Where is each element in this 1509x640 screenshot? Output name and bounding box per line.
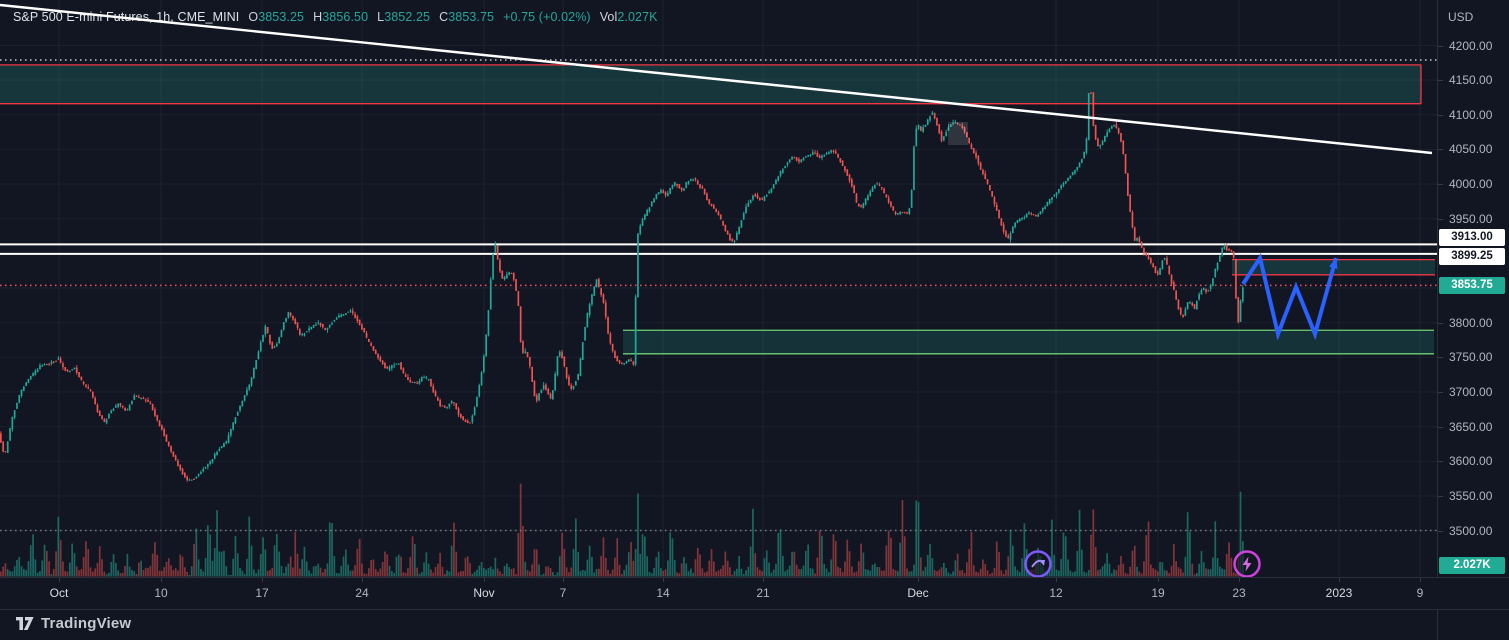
price-axis-label: 3550.00	[1449, 488, 1493, 503]
arrow-marker-icon[interactable]	[1024, 550, 1052, 577]
price-axis-label: 4050.00	[1449, 142, 1493, 157]
price-axis-label: 4150.00	[1449, 73, 1493, 88]
demand-zone	[623, 330, 1434, 354]
time-axis-label: 24	[355, 586, 369, 600]
price-axis-label: 3650.00	[1449, 419, 1493, 434]
price-axis-tick	[1438, 114, 1443, 116]
bolt-marker-icon[interactable]	[1233, 550, 1261, 577]
time-axis-label: 10	[154, 586, 168, 600]
supply-zone	[0, 64, 1421, 104]
bottom-bar: TradingView	[0, 609, 1509, 640]
price-axis-badge: 2.027K	[1439, 557, 1505, 574]
currency-label: USD	[1448, 10, 1474, 24]
time-axis-label: Dec	[907, 586, 929, 600]
open-value: 3853.25	[258, 10, 305, 24]
price-axis-tick	[1438, 357, 1443, 359]
price-axis-tick	[1438, 322, 1443, 324]
low-label: L	[377, 10, 385, 24]
time-axis-tick	[59, 578, 60, 582]
price-axis-label: 4100.00	[1449, 107, 1493, 122]
highlight-box-drawing[interactable]	[948, 122, 968, 145]
price-axis-label: 3700.00	[1449, 384, 1493, 399]
time-axis-tick	[663, 578, 664, 582]
price-axis-badge: 3853.75	[1439, 277, 1505, 294]
supply-demand-zones[interactable]	[0, 64, 1435, 355]
price-axis-tick	[1438, 426, 1443, 428]
time-axis-tick	[1239, 578, 1240, 582]
tradingview-logo-text: TradingView	[41, 615, 132, 632]
price-axis-tick	[1438, 149, 1443, 151]
price-axis-label: 3750.00	[1449, 350, 1493, 365]
high-value: 3856.50	[322, 10, 369, 24]
low-value: 3852.25	[384, 10, 431, 24]
price-axis-label: 3950.00	[1449, 211, 1493, 226]
time-axis-label: 9	[1416, 586, 1424, 600]
close-value: 3853.75	[448, 10, 495, 24]
time-axis-tick	[1420, 578, 1421, 582]
price-axis-label: 4000.00	[1449, 177, 1493, 192]
time-axis-label: 12	[1049, 586, 1063, 600]
price-axis-label: 3800.00	[1449, 315, 1493, 330]
time-axis-label: 19	[1151, 586, 1165, 600]
volume-label: Vol	[599, 10, 618, 24]
grid-lines	[0, 0, 1437, 577]
time-axis-label: 7	[559, 586, 567, 600]
price-axis-label: 3500.00	[1449, 523, 1493, 538]
price-axis-tick	[1438, 461, 1443, 463]
price-axis-label: 3600.00	[1449, 454, 1493, 469]
price-axis-badge: 3899.25	[1439, 248, 1505, 265]
zigzag-arrowhead	[1329, 258, 1338, 269]
time-axis-tick	[262, 578, 263, 582]
tradingview-logo[interactable]: TradingView	[16, 615, 131, 632]
price-chart-pane[interactable]	[0, 0, 1437, 577]
price-axis-tick	[1438, 218, 1443, 220]
price-axis[interactable]: USD 4200.00 4150.00 4100.00 4050.00 4000.00 3…	[1437, 0, 1509, 640]
time-axis-tick	[918, 578, 919, 582]
tradingview-logo-icon	[16, 616, 34, 630]
close-label: C	[439, 10, 449, 24]
time-axis-tick	[1339, 578, 1340, 582]
time-axis-label: 14	[656, 586, 670, 600]
time-axis-tick	[362, 578, 363, 582]
volume-bars	[0, 483, 1244, 577]
horizontal-price-lines[interactable]	[0, 59, 1437, 532]
price-axis-label: 4200.00	[1449, 38, 1493, 53]
time-axis-tick	[1056, 578, 1057, 582]
price-axis-tick	[1438, 80, 1443, 82]
price-axis-tick	[1438, 530, 1443, 532]
time-axis[interactable]: Oct 10 17 24 Nov 7 14 21 Dec 12 19 23 2023 9	[0, 577, 1509, 610]
descending-trendline[interactable]	[0, 3, 1433, 155]
price-axis-badge: 3913.00	[1439, 229, 1505, 246]
price-axis-tick	[1438, 391, 1443, 393]
high-label: H	[313, 10, 323, 24]
price-axis-tick	[1438, 184, 1443, 186]
time-axis-tick	[763, 578, 764, 582]
time-axis-tick	[484, 578, 485, 582]
volume-value: 2.027K	[617, 10, 658, 24]
zigzag-projection-drawing[interactable]	[1241, 253, 1338, 341]
time-axis-label: 17	[255, 586, 269, 600]
time-axis-tick	[563, 578, 564, 582]
change-value: +0.75 (+0.02%)	[503, 10, 591, 24]
time-axis-tick	[1158, 578, 1159, 582]
open-label: O	[248, 10, 259, 24]
price-axis-tick	[1438, 45, 1443, 47]
candles-layer	[0, 91, 1244, 482]
time-axis-label: Nov	[473, 586, 495, 600]
symbol-legend[interactable]: S&P 500 E-mini Futures, 1h, CME_MINIO385…	[13, 10, 658, 24]
price-axis-tick	[1438, 495, 1443, 497]
time-axis-label: 23	[1232, 586, 1246, 600]
time-axis-tick	[161, 578, 162, 582]
time-axis-label: 2023	[1325, 586, 1353, 600]
time-axis-label: 21	[756, 586, 770, 600]
time-axis-label: Oct	[49, 586, 69, 600]
